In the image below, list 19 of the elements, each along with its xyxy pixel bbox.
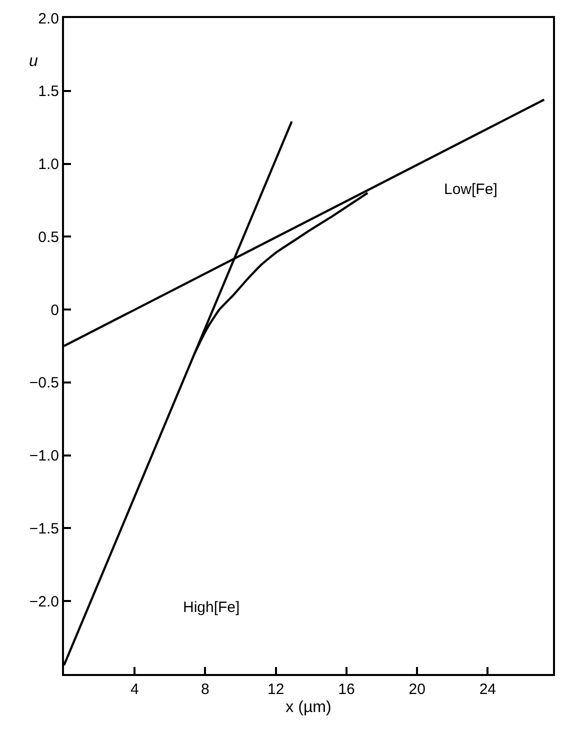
y-tick-label: 0 bbox=[50, 302, 59, 319]
x-tick-label: 4 bbox=[130, 681, 139, 698]
x-tick-label: 24 bbox=[479, 681, 496, 698]
y-axis-title: u bbox=[29, 53, 38, 70]
x-tick-label: 20 bbox=[408, 681, 426, 698]
y-tick-label: 0.5 bbox=[38, 228, 59, 246]
x-tick-label: 12 bbox=[267, 681, 284, 698]
y-tick-label: −2.0 bbox=[29, 593, 59, 610]
y-tick-label: 1.5 bbox=[38, 83, 59, 100]
y-tick-label: −1.0 bbox=[29, 448, 59, 465]
y-tick-label: 2.0 bbox=[38, 10, 59, 28]
annotation: Low[Fe] bbox=[444, 181, 498, 198]
y-tick-label: −0.5 bbox=[29, 374, 59, 392]
x-tick-label: 16 bbox=[338, 681, 355, 698]
x-axis-title: x (µm) bbox=[286, 699, 332, 716]
y-tick-label: 1.0 bbox=[38, 156, 59, 174]
y-tick-label: −1.5 bbox=[29, 520, 59, 538]
annotation: High[Fe] bbox=[183, 599, 240, 616]
x-tick-label: 8 bbox=[201, 681, 210, 698]
